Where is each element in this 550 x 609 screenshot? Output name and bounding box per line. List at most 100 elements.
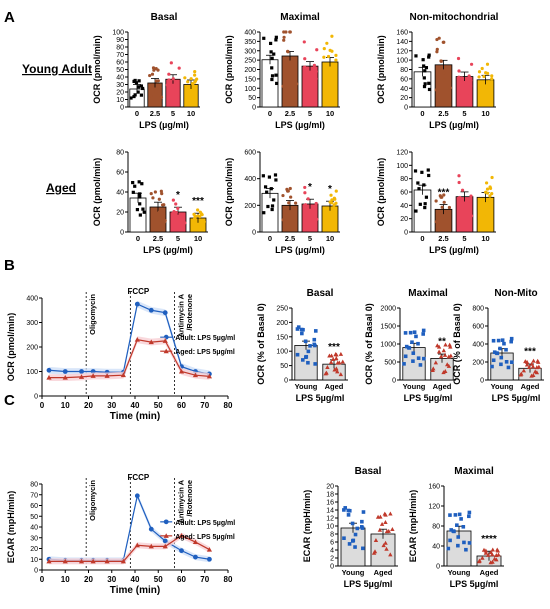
data-point <box>306 197 310 201</box>
data-point <box>206 373 212 379</box>
data-point <box>421 58 425 62</box>
y-axis-label: OCR (pmol/min) <box>92 35 102 104</box>
data-point <box>442 78 446 82</box>
data-point <box>442 193 446 197</box>
significance-label: *** <box>524 346 536 357</box>
y-tick-label: 60 <box>30 503 38 510</box>
chart-title: Basal <box>307 288 334 299</box>
data-point <box>448 344 453 349</box>
data-point <box>138 192 142 196</box>
data-point <box>46 367 52 373</box>
category-label: 10 <box>194 234 202 243</box>
y-axis-label: OCR (pmol/min) <box>92 158 102 227</box>
data-point <box>90 373 96 378</box>
data-point <box>149 94 153 98</box>
data-point <box>137 79 141 83</box>
injection-label: Oligomycin <box>88 294 97 335</box>
data-point <box>488 194 492 198</box>
x-tick-label: 10 <box>61 575 70 584</box>
data-point <box>383 540 388 545</box>
category-label: 2.5 <box>438 234 448 243</box>
data-point <box>274 35 278 39</box>
y-tick-label: 20 <box>400 216 408 223</box>
data-point <box>441 348 446 353</box>
data-point <box>148 526 154 532</box>
data-point <box>166 92 170 96</box>
data-point <box>134 493 140 499</box>
data-point <box>311 206 315 210</box>
data-point <box>466 77 470 81</box>
data-point <box>411 351 416 355</box>
significance-label: *** <box>438 187 450 198</box>
y-tick-label: 400 <box>244 30 256 37</box>
x-tick-label: 40 <box>131 575 140 584</box>
data-point <box>469 84 473 88</box>
data-point <box>192 372 199 378</box>
data-point <box>120 372 126 378</box>
data-point <box>314 77 318 81</box>
row-label-young: Young Adult <box>22 62 92 76</box>
data-point <box>422 356 426 361</box>
data-point <box>414 209 418 213</box>
category-label: 2.5 <box>150 109 160 118</box>
significance-label: *** <box>328 342 340 353</box>
data-point <box>313 86 317 90</box>
data-point <box>270 74 275 78</box>
data-point <box>410 340 414 345</box>
data-point <box>315 48 319 52</box>
category-label: Aged <box>374 568 393 577</box>
panel-label-b: B <box>4 257 15 274</box>
data-point <box>295 352 300 357</box>
y-axis-label: OCR (pmol/min) <box>224 35 234 104</box>
data-point <box>156 79 160 83</box>
data-point <box>304 354 309 359</box>
x-tick-label: 10 <box>61 401 70 410</box>
significance-label: **** <box>481 534 497 545</box>
data-point <box>490 547 495 552</box>
data-point <box>361 546 365 551</box>
y-tick-label: 0 <box>34 394 38 401</box>
data-point <box>303 203 307 207</box>
y-tick-label: 250 <box>244 58 256 65</box>
y-tick-label: 100 <box>276 349 288 356</box>
data-point <box>314 208 318 212</box>
data-point <box>154 67 158 71</box>
data-point <box>162 338 168 343</box>
data-point <box>456 543 460 548</box>
data-point <box>487 198 491 202</box>
data-point <box>324 370 329 375</box>
y-tick-label: 0 <box>392 378 396 385</box>
x-tick-label: 20 <box>84 401 93 410</box>
data-point <box>313 343 317 348</box>
x-tick-label: 30 <box>107 401 116 410</box>
category-label: 0 <box>135 109 139 118</box>
x-tick-label: 60 <box>177 575 186 584</box>
y-tick-label: 50 <box>248 95 256 102</box>
data-point <box>423 202 427 206</box>
category-label: Young <box>403 382 426 391</box>
data-point <box>62 558 68 564</box>
data-point <box>288 186 292 191</box>
y-tick-label: 1000 <box>380 342 396 349</box>
data-point <box>384 546 389 551</box>
data-point <box>355 526 360 531</box>
y-tick-label: 30 <box>116 82 124 89</box>
category-label: 0 <box>420 109 424 118</box>
data-point <box>312 63 317 68</box>
data-point <box>484 85 489 89</box>
data-point <box>136 85 141 89</box>
data-point <box>467 74 471 78</box>
bar <box>340 527 366 567</box>
data-point <box>495 548 501 553</box>
data-point <box>447 205 452 210</box>
data-point <box>453 513 458 517</box>
y-tick-label: 14 <box>326 508 334 515</box>
category-label: 5 <box>308 109 312 118</box>
data-point <box>434 88 438 92</box>
y-tick-label: 40 <box>116 75 124 82</box>
significance-label: ** <box>438 336 446 347</box>
data-point <box>274 73 278 77</box>
x-axis-label: LPS 5µg/ml <box>296 393 345 403</box>
data-point <box>461 524 466 529</box>
data-point <box>338 351 344 356</box>
